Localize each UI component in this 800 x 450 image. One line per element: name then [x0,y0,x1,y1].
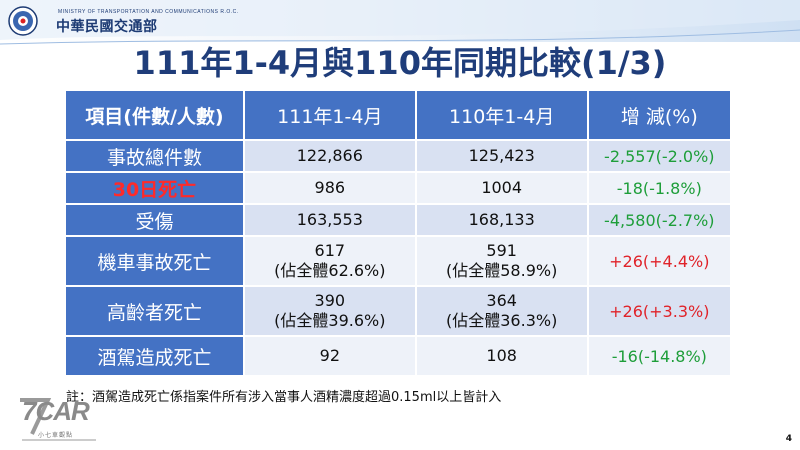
value-111-share: (佔全體62.6%) [274,261,386,280]
value-110-share: (佔全體36.3%) [446,311,558,330]
value-111-share: (佔全體39.6%) [274,311,386,330]
header-110: 110年1-4月 [416,91,589,141]
value-110-share: (佔全體58.9%) [446,261,558,280]
header-wave-decoration [0,0,800,45]
value-110: 168,133 [416,205,589,237]
header-item: 項目(件數/人數) [66,91,245,141]
header-111: 111年1-4月 [244,91,417,141]
moto-seal-icon [8,6,38,36]
row-label: 事故總件數 [66,141,245,173]
value-111: 163,553 [244,205,417,237]
table-row: 30日死亡 986 1004 -18(-1.8%) [66,173,732,205]
org-name-chinese: 中華民國交通部 [56,19,158,35]
value-111: 617 (佔全體62.6%) [244,237,417,287]
value-110-main: 364 [486,291,517,310]
value-110: 1004 [416,173,589,205]
table-row: 受傷 163,553 168,133 -4,580(-2.7%) [66,205,732,237]
comparison-table: 項目(件數/人數) 111年1-4月 110年1-4月 增 減(%) 事故總件數… [66,91,732,377]
footnote: 註：酒駕造成死亡係指案件所有涉入當事人酒精濃度超過0.15ml以上皆計入 [66,390,502,405]
value-110: 364 (佔全體36.3%) [416,287,589,337]
value-111: 390 (佔全體39.6%) [244,287,417,337]
row-label: 30日死亡 [66,173,245,205]
change-value: -4,580(-2.7%) [588,205,732,237]
brand-subtitle: 小七車觀點 [38,432,74,439]
change-value: -18(-1.8%) [588,173,732,205]
table-row: 高齡者死亡 390 (佔全體39.6%) 364 (佔全體36.3%) +26(… [66,287,732,337]
row-label: 受傷 [66,205,245,237]
row-label: 機車事故死亡 [66,237,245,287]
value-110: 108 [416,337,589,377]
change-value: +26(+4.4%) [588,237,732,287]
value-111-main: 390 [314,291,346,310]
value-110: 591 (佔全體58.9%) [416,237,589,287]
value-111: 92 [244,337,417,377]
page-title: 111年1-4月與110年同期比較(1/3) [133,44,667,82]
table-row: 事故總件數 122,866 125,423 -2,557(-2.0%) [66,141,732,173]
value-111: 986 [244,173,417,205]
value-110: 125,423 [416,141,589,173]
change-value: -16(-14.8%) [588,337,732,377]
change-value: -2,557(-2.0%) [588,141,732,173]
row-label: 酒駕造成死亡 [66,337,245,377]
table-row: 酒駕造成死亡 92 108 -16(-14.8%) [66,337,732,377]
org-name-english: MINISTRY OF TRANSPORTATION AND COMMUNICA… [58,9,239,15]
table-row: 機車事故死亡 617 (佔全體62.6%) 591 (佔全體58.9%) +26… [66,237,732,287]
row-label: 高齡者死亡 [66,287,245,337]
change-value: +26(+3.3%) [588,287,732,337]
table-header-row: 項目(件數/人數) 111年1-4月 110年1-4月 增 減(%) [66,91,732,141]
brand-mark: 7CAR [22,396,90,426]
value-111: 122,866 [244,141,417,173]
page-number: 4 [785,434,792,444]
header-change: 增 減(%) [588,91,732,141]
value-110-main: 591 [486,241,517,260]
7car-logo-icon [20,398,96,441]
value-111-main: 617 [314,241,346,260]
